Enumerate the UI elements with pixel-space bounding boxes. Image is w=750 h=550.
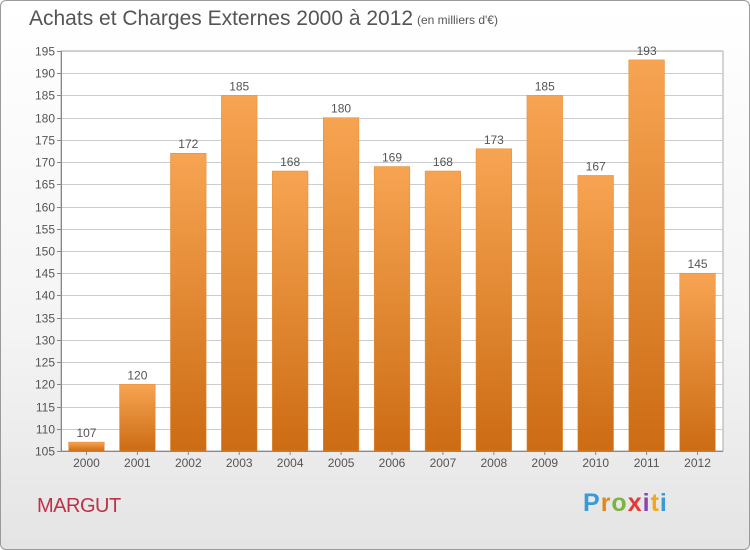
data-label: 185 — [535, 79, 555, 93]
y-tick-label: 160 — [35, 201, 55, 215]
x-tick-label: 2005 — [328, 456, 355, 470]
logo-letter: P — [583, 489, 601, 517]
logo-letter: t — [650, 489, 660, 517]
y-tick-label: 190 — [35, 67, 55, 81]
x-tick-label: 2008 — [480, 456, 507, 470]
data-label: 172 — [178, 137, 198, 151]
x-tick-label: 2002 — [175, 456, 202, 470]
x-tick-label: 2010 — [582, 456, 609, 470]
y-tick-label: 145 — [35, 267, 55, 281]
y-tick-label: 120 — [35, 378, 55, 392]
x-tick-label: 2009 — [531, 456, 558, 470]
data-label: 169 — [382, 151, 402, 165]
data-label: 145 — [688, 257, 708, 271]
logo-letter: x — [627, 489, 643, 517]
y-tick-label: 125 — [35, 356, 55, 370]
data-label: 185 — [229, 79, 249, 93]
proxiti-logo: Proxiti — [583, 489, 668, 518]
data-label: 193 — [637, 44, 657, 58]
x-tick-label: 2003 — [226, 456, 253, 470]
bar — [526, 95, 563, 452]
chart-title: Achats et Charges Externes 2000 à 2012 — [29, 7, 414, 30]
bar — [170, 152, 207, 452]
y-tick-label: 115 — [36, 401, 55, 415]
y-tick-label: 140 — [35, 289, 55, 303]
logo-letter: o — [611, 489, 628, 517]
logo-letter: i — [642, 489, 651, 517]
data-label: 107 — [76, 426, 96, 440]
y-tick-label: 195 — [35, 45, 55, 59]
logo-letter: r — [600, 489, 612, 517]
y-tick-label: 165 — [35, 178, 55, 192]
y-tick-label: 155 — [35, 223, 55, 237]
y-tick-label: 130 — [35, 334, 55, 348]
bar — [68, 441, 105, 452]
bar — [221, 95, 258, 452]
x-tick-label: 2011 — [634, 456, 660, 470]
bar — [628, 59, 665, 452]
chart-unit: (en milliers d'€) — [417, 13, 498, 27]
place-name: MARGUT — [37, 495, 121, 517]
y-tick-label: 170 — [35, 156, 55, 170]
x-tick-label: 2004 — [277, 456, 304, 470]
x-tick-label: 2000 — [73, 456, 100, 470]
y-tick-label: 175 — [35, 134, 55, 148]
x-tick-label: 2006 — [379, 456, 406, 470]
bar — [373, 166, 411, 452]
y-tick-label: 105 — [35, 445, 55, 459]
data-label: 180 — [331, 102, 351, 116]
bar — [475, 148, 512, 452]
data-label: 168 — [280, 155, 300, 169]
bar — [577, 175, 614, 452]
logo-letter: i — [659, 489, 668, 517]
y-tick-label: 185 — [35, 89, 55, 103]
x-tick-label: 2012 — [684, 456, 711, 470]
y-tick-label: 135 — [35, 312, 55, 326]
bar — [323, 117, 360, 452]
y-tick-label: 150 — [35, 245, 55, 259]
bar — [679, 272, 716, 452]
data-label: 167 — [586, 159, 606, 173]
x-tick-label: 2007 — [430, 456, 457, 470]
y-tick-label: 180 — [35, 112, 55, 126]
bar — [424, 170, 461, 452]
bar — [272, 170, 309, 452]
bar — [119, 384, 156, 452]
y-tick-label: 110 — [36, 423, 55, 437]
data-label: 173 — [484, 133, 504, 147]
data-label: 120 — [127, 368, 147, 382]
data-label: 168 — [433, 155, 453, 169]
x-tick-label: 2001 — [124, 456, 151, 470]
